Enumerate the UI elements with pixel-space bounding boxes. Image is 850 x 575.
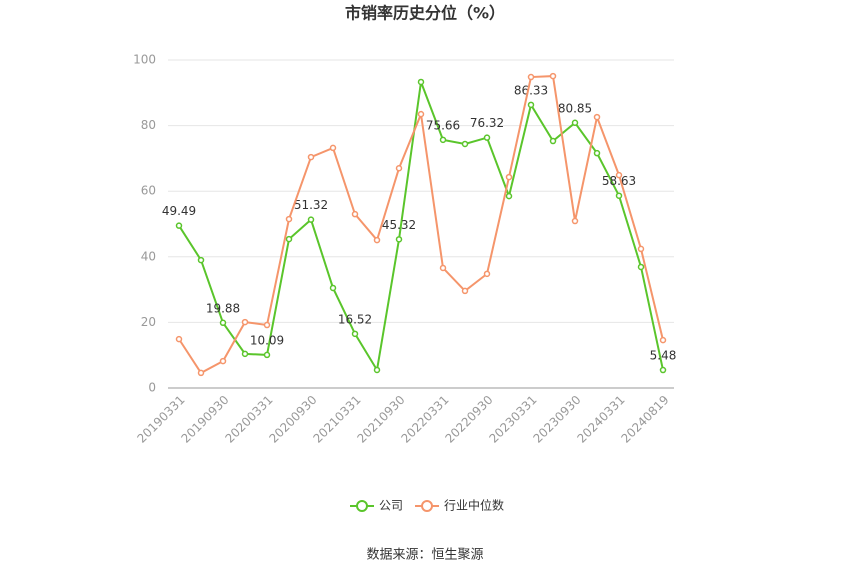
data-point [329,144,337,152]
data-point [439,136,447,144]
data-point [637,245,645,253]
data-label: 49.49 [162,204,196,218]
data-point [263,321,271,329]
data-point [483,134,491,141]
data-label: 58.63 [602,174,636,188]
chart-title: 市销率历史分位（%） [345,4,505,23]
legend-marker [421,500,434,512]
data-point [571,119,579,127]
data-point [285,215,293,223]
data-point [351,330,359,338]
data-point [439,264,447,272]
data-point [197,256,205,264]
y-tick-label: 80 [141,118,156,132]
data-label: 19.88 [206,301,240,315]
data-point [505,173,513,181]
data-point [329,284,337,292]
data-label: 45.32 [382,218,416,232]
legend-label: 公司 [379,499,403,513]
data-point [373,366,381,374]
data-point [241,350,249,358]
data-point [219,357,227,365]
y-tick-label: 100 [133,53,156,67]
data-label: 76.32 [470,116,504,130]
data-point [197,369,205,377]
data-label: 16.52 [338,312,372,326]
data-point [417,110,425,118]
data-point [615,192,623,199]
y-tick-label: 0 [148,381,156,395]
data-label: 10.09 [250,333,284,347]
data-point [417,78,425,86]
data-point [593,149,601,157]
series-line [178,75,664,375]
data-point [461,287,469,295]
legend-label: 行业中位数 [444,498,504,513]
data-point [549,72,557,80]
data-point [549,137,557,145]
data-label: 75.66 [426,118,460,132]
source-note: 数据来源：恒生聚源 [366,548,483,563]
data-point [505,192,513,200]
data-point [263,351,271,359]
data-point [285,235,293,243]
data-label: 80.85 [558,101,592,115]
data-point [659,366,667,374]
x-tick-label: 20240819 [619,393,672,446]
data-point [307,153,315,161]
data-point [395,164,403,172]
data-point [373,236,381,244]
data-point [527,101,535,109]
data-label: 51.32 [294,198,328,212]
data-point [351,210,359,218]
data-point [219,319,227,327]
data-point [461,140,469,148]
data-label: 5.48 [650,349,677,363]
data-point [659,336,667,344]
data-point [637,263,645,271]
y-tick-label: 60 [141,184,156,198]
data-point [395,236,403,243]
data-point [241,318,249,326]
data-label: 86.33 [514,83,548,97]
data-point [615,171,623,179]
data-point [527,73,535,81]
data-point [175,335,183,343]
legend-marker [356,500,368,512]
y-tick-label: 20 [141,315,156,329]
data-point [593,113,601,121]
data-point [307,216,315,223]
data-point [175,222,183,229]
data-point [483,270,491,278]
data-point [571,217,579,225]
y-tick-label: 40 [141,249,156,263]
